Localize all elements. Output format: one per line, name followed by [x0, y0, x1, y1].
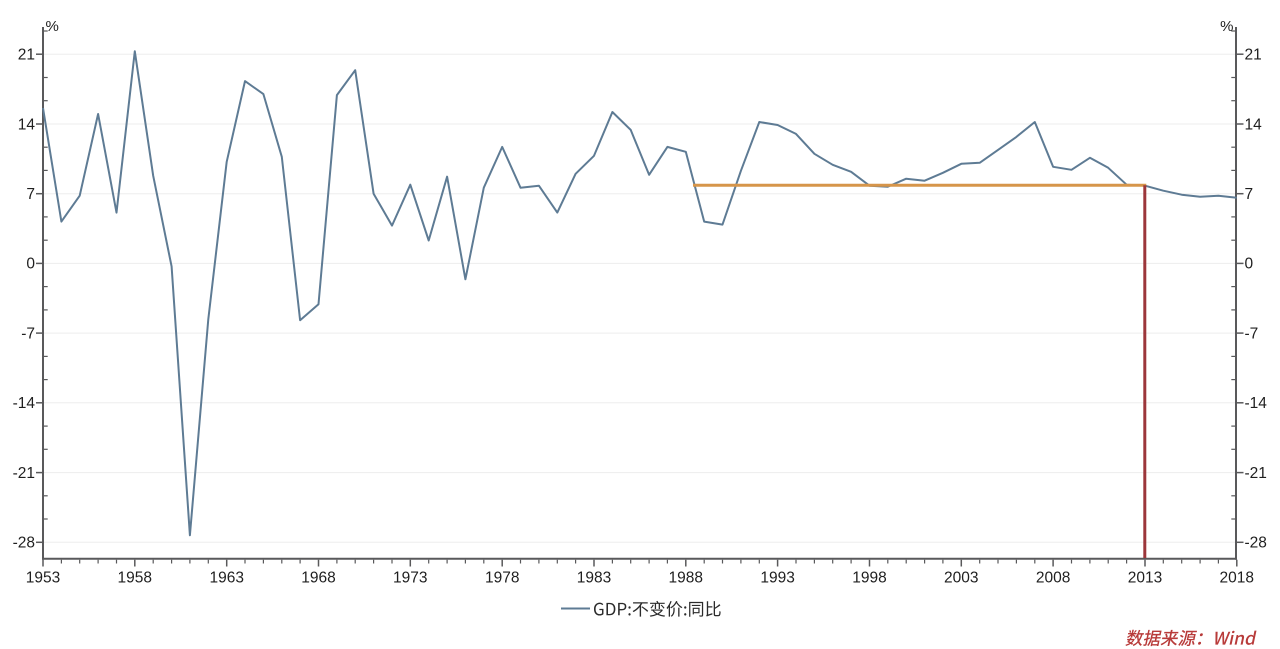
svg-text:21: 21: [1245, 47, 1262, 64]
svg-text:1973: 1973: [393, 570, 427, 587]
svg-text:-7: -7: [21, 325, 35, 342]
svg-text:1993: 1993: [760, 570, 794, 587]
svg-text:%: %: [1220, 18, 1233, 35]
svg-text:2003: 2003: [944, 570, 978, 587]
svg-text:-21: -21: [1245, 465, 1267, 482]
svg-text:0: 0: [26, 256, 35, 273]
svg-text:1998: 1998: [852, 570, 886, 587]
svg-text:14: 14: [1245, 116, 1263, 133]
svg-text:7: 7: [26, 186, 35, 203]
svg-text:1968: 1968: [301, 570, 335, 587]
svg-text:2018: 2018: [1220, 570, 1254, 587]
svg-text:-28: -28: [13, 535, 35, 552]
svg-text:0: 0: [1245, 256, 1254, 273]
svg-text:1958: 1958: [118, 570, 152, 587]
svg-text:2013: 2013: [1128, 570, 1162, 587]
svg-text:1963: 1963: [209, 570, 243, 587]
svg-text:1988: 1988: [669, 570, 703, 587]
svg-text:7: 7: [1245, 186, 1254, 203]
svg-text:-7: -7: [1245, 325, 1259, 342]
svg-text:1978: 1978: [485, 570, 519, 587]
svg-text:-28: -28: [1245, 535, 1267, 552]
svg-text:%: %: [46, 18, 59, 35]
svg-text:-14: -14: [1245, 395, 1268, 412]
svg-text:2008: 2008: [1036, 570, 1070, 587]
svg-text:1953: 1953: [26, 570, 60, 587]
svg-text:21: 21: [18, 47, 35, 64]
svg-text:-21: -21: [13, 465, 35, 482]
svg-text:-14: -14: [13, 395, 36, 412]
svg-text:14: 14: [18, 116, 36, 133]
svg-text:1983: 1983: [577, 570, 611, 587]
